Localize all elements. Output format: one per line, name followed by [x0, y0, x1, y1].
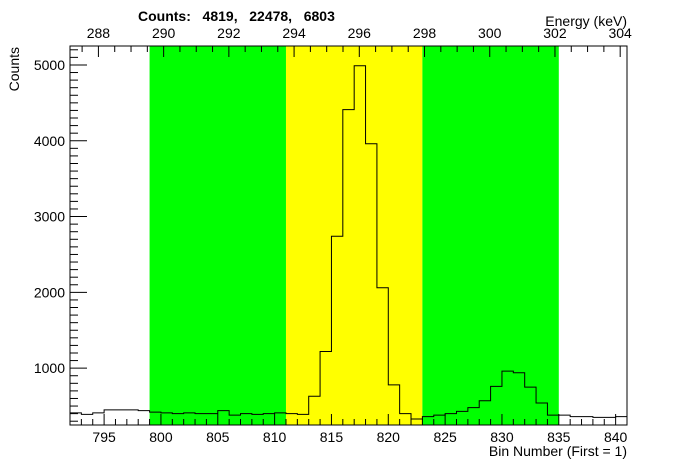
y-tick-label: 3000 — [34, 209, 65, 225]
x-axis-title: Bin Number (First = 1) — [489, 443, 627, 459]
x-axis-ticks: 795 800 805 810 815 820 825 830 835 840 — [69, 414, 628, 445]
x-tick-label: 815 — [320, 429, 344, 445]
histogram-line — [70, 65, 627, 420]
plot-frame — [69, 45, 628, 426]
y-tick-label: 5000 — [34, 57, 65, 73]
x2-tick-label: 290 — [152, 25, 176, 41]
x-tick-label: 825 — [433, 429, 457, 445]
y-axis-title: Counts — [6, 47, 22, 91]
x2-tick-label: 292 — [217, 25, 241, 41]
y-tick-label: 1000 — [34, 360, 65, 376]
x-tick-label: 805 — [206, 429, 230, 445]
x2-tick-label: 288 — [87, 25, 111, 41]
x-tick-label: 835 — [547, 429, 571, 445]
region-band — [422, 46, 559, 425]
x2-tick-label: 302 — [543, 25, 567, 41]
region-band — [149, 46, 286, 425]
x2-tick-label: 300 — [478, 25, 502, 41]
y-axis-ticks: 1000 2000 3000 4000 5000 — [34, 49, 87, 422]
x2-tick-label: 304 — [608, 25, 632, 41]
y-tick-label: 4000 — [34, 133, 65, 149]
x-tick-label: 795 — [92, 429, 116, 445]
x2-tick-label: 298 — [413, 25, 437, 41]
chart-title: Counts: 4819, 22478, 6803 — [138, 8, 335, 24]
x-tick-label: 800 — [149, 429, 173, 445]
x-tick-label: 820 — [377, 429, 401, 445]
x2-axis-ticks: 288 290 292 294 296 298 300 302 304 — [81, 25, 632, 57]
x-tick-label: 810 — [263, 429, 287, 445]
region-bands — [149, 46, 559, 425]
x-tick-label: 830 — [490, 429, 514, 445]
x-tick-label: 840 — [604, 429, 628, 445]
x2-tick-label: 296 — [348, 25, 372, 41]
x2-tick-label: 294 — [282, 25, 306, 41]
y-tick-label: 2000 — [34, 284, 65, 300]
x2-axis-title: Energy (keV) — [545, 13, 627, 29]
